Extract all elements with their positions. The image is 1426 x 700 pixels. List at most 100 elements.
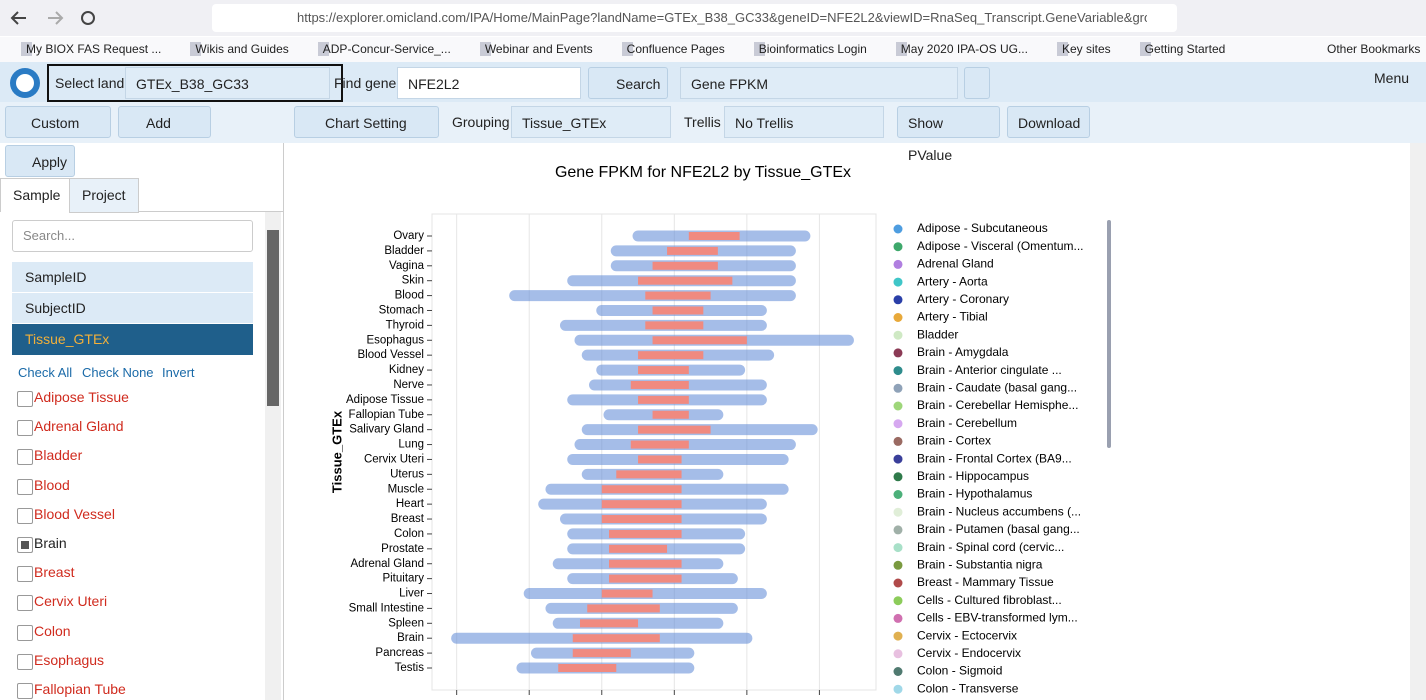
legend-marker [893,277,903,287]
filter-action[interactable]: Check None [82,365,154,380]
legend-marker [893,507,903,517]
checkbox[interactable] [17,391,33,407]
bookmark[interactable]: Confluence Pages [611,42,725,56]
checkbox[interactable] [17,653,33,670]
bookmark[interactable]: Bioinformatics Login [743,42,867,56]
y-tick-label: Prostate [381,543,424,555]
bookmark[interactable]: ADP-Concur-Service_... [307,42,451,56]
y-tick-label: Cervix Uteri [364,453,424,465]
box [630,440,689,449]
add-filter-button[interactable]: Add Filter [118,106,211,163]
filter-action[interactable]: Check All [18,365,73,380]
y-tick-label: Pancreas [375,647,424,659]
grouping-select[interactable]: Tissue_GTEx [511,106,671,138]
checkbox-label[interactable]: Blood [34,476,70,493]
box [638,276,733,285]
legend-marker [893,613,903,623]
box [601,589,653,598]
legend-marker [893,401,903,411]
checkbox[interactable] [17,507,33,524]
legend-marker [893,419,903,429]
land-select[interactable]: GTEx_B38_GC33 [125,67,330,99]
tab[interactable]: Sample [0,178,74,212]
legend-marker [893,436,903,446]
bookmark[interactable]: My BIOX FAS Request ... [10,42,161,56]
checkbox[interactable] [17,566,33,583]
legend-label: Artery - Aorta [917,274,988,288]
legend-label: Brain - Hypothalamus [917,487,1032,501]
other-bookmarks[interactable]: Other Bookmarks [1327,42,1421,56]
checkbox-label[interactable]: Brain [34,535,67,551]
checkbox-label[interactable]: Esophagus [34,651,105,668]
y-tick-label: Muscle [388,483,424,495]
checkbox-label[interactable]: Bladder [34,447,83,464]
gene-input[interactable]: NFE2L2 [397,67,581,99]
legend-label: Brain - Putamen (basal gang... [917,522,1080,536]
pvalue-button[interactable]: Show PValue [897,106,1000,163]
box [558,664,617,672]
trellis-select[interactable]: No Trellis [724,106,884,138]
legend-label: Adrenal Gland [917,257,994,271]
checkbox[interactable] [17,478,33,495]
y-tick-label: Salivary Gland [349,424,424,436]
legend-marker [893,366,903,376]
search-input[interactable]: Search... [12,220,253,252]
y-tick-label: Thyroid [386,319,424,331]
checkbox[interactable] [17,624,33,641]
y-tick-label: Uterus [390,468,424,480]
filter-action[interactable]: Invert [162,365,195,380]
box [609,529,682,538]
bookmark[interactable]: Wikis and Guides [179,42,288,56]
checkbox[interactable] [17,595,33,612]
download-button[interactable]: Download [1007,106,1090,138]
checkbox[interactable] [17,537,33,553]
box [638,425,711,434]
checkbox-label[interactable]: Colon [34,622,71,639]
legend-label: Brain - Substantia nigra [917,557,1043,571]
legend-marker [893,224,903,234]
checkbox[interactable] [17,420,33,437]
checkbox-label[interactable]: Blood Vessel [34,505,115,522]
box [638,351,704,360]
checkbox-label[interactable]: Fallopian Tube [34,681,126,697]
legend-marker [893,313,903,322]
legend-marker [893,525,903,535]
box [688,232,740,240]
box [609,544,668,553]
box [630,380,689,389]
bookmark[interactable]: Key sites [1046,42,1111,56]
legend-marker [893,684,903,694]
url-box[interactable] [212,4,1177,32]
y-tick-label: Adipose Tissue [346,394,424,406]
y-tick-label: Heart [396,498,425,510]
bookmark[interactable]: Webinar and Events [469,42,593,56]
url[interactable]: https://explorer.omicland.com/IPA/Home/M… [297,10,1147,25]
field-header[interactable]: SubjectID [12,293,253,323]
y-tick-label: Ovary [393,230,424,242]
checkbox-label[interactable]: Breast [34,564,75,581]
search-button[interactable]: Search [588,67,668,99]
tab[interactable]: Project [69,178,139,213]
checkbox-label[interactable]: Adrenal Gland [34,418,124,435]
checkbox-label[interactable]: Cervix Uteri [34,593,108,610]
settings-button[interactable] [964,67,990,99]
view-select[interactable]: Gene FPKM [680,67,958,99]
box [645,321,704,330]
bookmark[interactable]: May 2020 IPA-OS UG... [885,42,1028,56]
custom-button[interactable]: Custom [5,106,111,138]
field-header-active[interactable]: Tissue_GTEx [12,324,253,355]
legend-label: Adipose - Visceral (Omentum... [917,239,1084,253]
bookmark[interactable]: Getting Started [1129,42,1226,56]
y-tick-label: Spleen [388,617,424,629]
checkbox[interactable] [17,683,33,699]
page-scrollbar [1410,143,1426,700]
y-tick-label: Testis [395,662,425,674]
legend-marker [893,330,903,340]
checkbox[interactable] [17,449,33,466]
field-header[interactable]: SampleID [12,262,253,292]
y-tick-label: Blood [395,290,424,302]
menu[interactable]: Menu [1374,70,1410,86]
checkbox-label[interactable]: Adipose Tissue [34,389,129,405]
chart-setting-button[interactable]: Chart Setting [294,106,439,138]
apply-button[interactable]: Apply [5,145,75,177]
